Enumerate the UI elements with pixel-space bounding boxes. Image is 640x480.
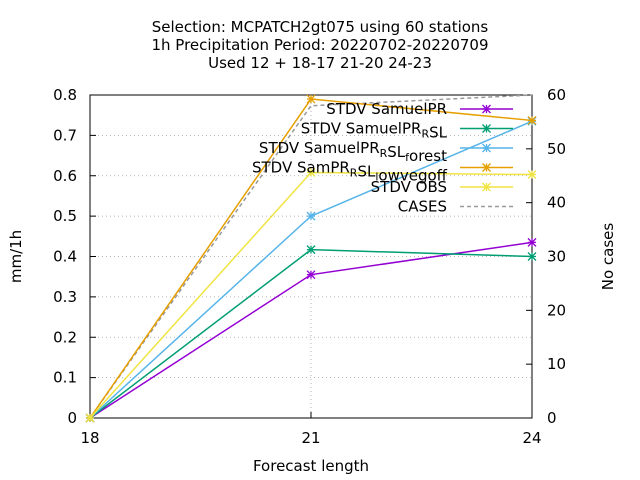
legend-marker xyxy=(482,143,491,153)
legend-label: STDV SamuelPRRSL xyxy=(301,120,448,142)
y2-tick-label: 60 xyxy=(547,86,566,104)
series-point-0 xyxy=(527,237,537,247)
x-tick-label: 24 xyxy=(522,429,541,447)
series-point-4 xyxy=(527,170,537,179)
legend-marker xyxy=(482,124,491,133)
legend-label: CASES xyxy=(398,198,447,216)
y-axis-label: mm/1h xyxy=(7,230,25,283)
legend-label: STDV OBS xyxy=(371,178,447,196)
series-point-4 xyxy=(306,168,316,177)
axes: 0 0.1 0.2 0.3 0.4 0.5 0.6 0.7 0.8 0 10 20 30 40 50 60 18… xyxy=(53,86,566,447)
legend-marker xyxy=(482,163,491,172)
y2-tick-label: 10 xyxy=(547,355,566,373)
grid xyxy=(90,95,532,418)
legend-marker xyxy=(482,104,491,114)
y2-tick-label: 50 xyxy=(547,140,566,158)
series-point-2 xyxy=(306,211,316,221)
y-tick-label: 0.8 xyxy=(53,86,77,104)
y-tick-label: 0.6 xyxy=(53,167,77,185)
y-tick-label: 0.4 xyxy=(53,248,77,266)
y2-tick-label: 20 xyxy=(547,301,566,319)
y-tick-label: 0.5 xyxy=(53,207,77,225)
series-point-0 xyxy=(306,270,316,280)
y2-tick-label: 40 xyxy=(547,194,566,212)
y-tick-label: 0.7 xyxy=(53,126,77,144)
series-point-3 xyxy=(527,115,537,125)
title-line: Used 12 + 18-17 21-20 24-23 xyxy=(208,54,432,72)
legend-label: STDV SamuelPR xyxy=(326,100,447,118)
legend-marker xyxy=(482,182,491,192)
chart-title: Selection: MCPATCH2gt075 using 60 statio… xyxy=(151,18,488,72)
y2-tick-label: 0 xyxy=(547,409,557,427)
series-point-1 xyxy=(527,252,537,261)
y-tick-label: 0 xyxy=(67,409,77,427)
legend-label: STDV SamPRRSLlowvegoff xyxy=(252,159,448,185)
series-point-4 xyxy=(85,413,95,423)
x-tick-label: 21 xyxy=(301,429,320,447)
series-point-3 xyxy=(306,94,316,104)
x-tick-label: 18 xyxy=(80,429,99,447)
series-point-1 xyxy=(306,245,316,255)
legend-label: STDV SamuelPRRSLforest xyxy=(259,139,447,165)
series-line-5 xyxy=(89,94,533,419)
series-layer xyxy=(85,94,537,423)
y2-tick-label: 30 xyxy=(547,248,566,266)
title-line: Selection: MCPATCH2gt075 using 60 statio… xyxy=(152,18,489,36)
y-tick-label: 0.2 xyxy=(53,328,77,346)
title-line: 1h Precipitation Period: 20220702-202207… xyxy=(151,36,488,54)
y2-axis-label: No cases xyxy=(599,223,617,291)
y-tick-label: 0.3 xyxy=(53,288,77,306)
x-axis-label: Forecast length xyxy=(253,457,369,475)
y-tick-label: 0.1 xyxy=(53,369,77,387)
